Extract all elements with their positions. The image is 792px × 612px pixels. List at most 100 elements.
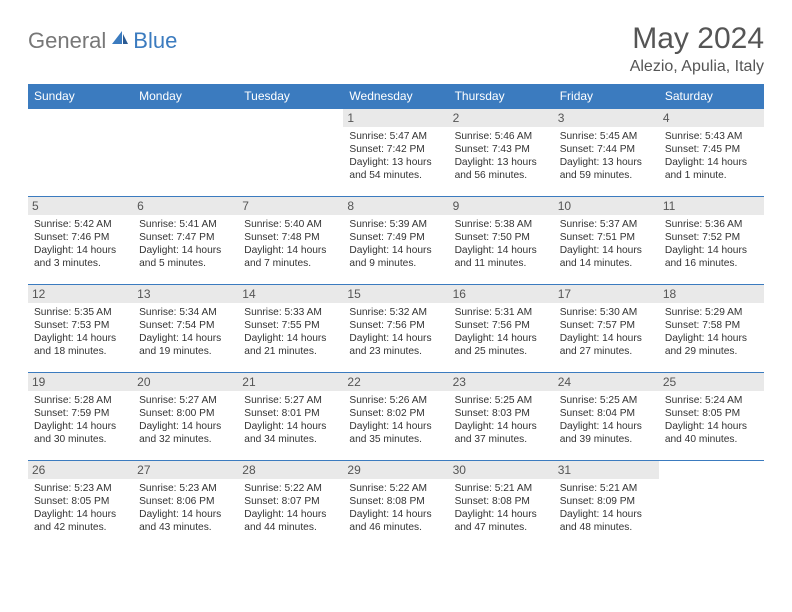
calendar-cell: 22 Sunrise: 5:26 AMSunset: 8:02 PMDayligh… [343, 373, 448, 461]
calendar-cell: 18Sunrise: 5:29 AMSunset: 7:58 PMDayligh… [659, 285, 764, 373]
daylight-text: Daylight: 14 hours and 29 minutes. [665, 332, 758, 358]
column-header: Monday [133, 84, 238, 109]
sunset-text: Sunset: 7:53 PM [34, 319, 127, 332]
calendar-cell: 26Sunrise: 5:23 AMSunset: 8:05 PMDayligh… [28, 461, 133, 549]
day-number: 24 [554, 373, 659, 391]
day-info: Sunrise: 5:27 AMSunset: 8:00 PMDaylight:… [139, 394, 232, 446]
sunset-text: Sunset: 7:57 PM [560, 319, 653, 332]
day-number: 8 [343, 197, 448, 215]
calendar-cell: 21Sunrise: 5:27 AMSunset: 8:01 PMDayligh… [238, 373, 343, 461]
day-number: 12 [28, 285, 133, 303]
sunrise-text: Sunrise: 5:26 AM [349, 394, 442, 407]
sunset-text: Sunset: 8:06 PM [139, 495, 232, 508]
day-number: 19 [28, 373, 133, 391]
sunset-text: Sunset: 7:47 PM [139, 231, 232, 244]
day-info: Sunrise: 5:27 AMSunset: 8:01 PMDaylight:… [244, 394, 337, 446]
calendar-page: General Blue May 2024 Alezio, Apulia, It… [0, 0, 792, 549]
calendar-cell: 5Sunrise: 5:42 AMSunset: 7:46 PMDaylight… [28, 197, 133, 285]
calendar-cell: 14Sunrise: 5:33 AMSunset: 7:55 PMDayligh… [238, 285, 343, 373]
sunrise-text: Sunrise: 5:40 AM [244, 218, 337, 231]
day-info: Sunrise: 5:22 AMSunset: 8:07 PMDaylight:… [244, 482, 337, 534]
day-info: Sunrise: 5:28 AMSunset: 7:59 PMDaylight:… [34, 394, 127, 446]
calendar-cell: 2Sunrise: 5:46 AMSunset: 7:43 PMDaylight… [449, 109, 554, 197]
day-info: Sunrise: 5:36 AMSunset: 7:52 PMDaylight:… [665, 218, 758, 270]
location: Alezio, Apulia, Italy [630, 58, 764, 76]
sunrise-text: Sunrise: 5:37 AM [560, 218, 653, 231]
daylight-text: Daylight: 14 hours and 37 minutes. [455, 420, 548, 446]
calendar-week: 19 Sunrise: 5:28 AMSunset: 7:59 PMDayligh… [28, 373, 764, 461]
sunrise-text: Sunrise: 5:21 AM [455, 482, 548, 495]
day-number: 22 [343, 373, 448, 391]
column-header: Saturday [659, 84, 764, 109]
sunset-text: Sunset: 8:08 PM [455, 495, 548, 508]
day-info: Sunrise: 5:39 AMSunset: 7:49 PMDaylight:… [349, 218, 442, 270]
calendar-cell: 25Sunrise: 5:24 AMSunset: 8:05 PMDayligh… [659, 373, 764, 461]
sunrise-text: Sunrise: 5:27 AM [244, 394, 337, 407]
daylight-text: Daylight: 14 hours and 18 minutes. [34, 332, 127, 358]
logo-sail-icon [110, 29, 130, 52]
day-info: Sunrise: 5:21 AMSunset: 8:08 PMDaylight:… [455, 482, 548, 534]
sunrise-text: Sunrise: 5:25 AM [560, 394, 653, 407]
sunset-text: Sunset: 7:52 PM [665, 231, 758, 244]
calendar-cell: 24 Sunrise: 5:25 AMSunset: 8:04 PMDayligh… [554, 373, 659, 461]
daylight-text: Daylight: 14 hours and 40 minutes. [665, 420, 758, 446]
calendar-cell: 6Sunrise: 5:41 AMSunset: 7:47 PMDaylight… [133, 197, 238, 285]
calendar-week: 1Sunrise: 5:47 AMSunset: 7:42 PMDaylight… [28, 109, 764, 197]
sunrise-text: Sunrise: 5:23 AM [139, 482, 232, 495]
daylight-text: Daylight: 14 hours and 39 minutes. [560, 420, 653, 446]
day-info: Sunrise: 5:45 AMSunset: 7:44 PMDaylight:… [560, 130, 653, 182]
month-title: May 2024 [630, 22, 764, 56]
day-number: 28 [238, 461, 343, 479]
logo: General Blue [28, 28, 177, 54]
daylight-text: Daylight: 14 hours and 25 minutes. [455, 332, 548, 358]
sunrise-text: Sunrise: 5:33 AM [244, 306, 337, 319]
sunrise-text: Sunrise: 5:31 AM [455, 306, 548, 319]
sunset-text: Sunset: 8:08 PM [349, 495, 442, 508]
sunrise-text: Sunrise: 5:35 AM [34, 306, 127, 319]
sunrise-text: Sunrise: 5:22 AM [244, 482, 337, 495]
sunrise-text: Sunrise: 5:22 AM [349, 482, 442, 495]
calendar-cell: 20 Sunrise: 5:27 AMSunset: 8:00 PMDayligh… [133, 373, 238, 461]
column-header: Tuesday [238, 84, 343, 109]
day-info: Sunrise: 5:41 AMSunset: 7:47 PMDaylight:… [139, 218, 232, 270]
daylight-text: Daylight: 14 hours and 23 minutes. [349, 332, 442, 358]
day-number: 27 [133, 461, 238, 479]
day-info: Sunrise: 5:30 AMSunset: 7:57 PMDaylight:… [560, 306, 653, 358]
day-info: Sunrise: 5:23 AMSunset: 8:06 PMDaylight:… [139, 482, 232, 534]
calendar-table: SundayMondayTuesdayWednesdayThursdayFrid… [28, 84, 764, 549]
day-number: 31 [554, 461, 659, 479]
daylight-text: Daylight: 14 hours and 44 minutes. [244, 508, 337, 534]
day-number: 29 [343, 461, 448, 479]
sunrise-text: Sunrise: 5:23 AM [34, 482, 127, 495]
sunset-text: Sunset: 8:07 PM [244, 495, 337, 508]
sunrise-text: Sunrise: 5:27 AM [139, 394, 232, 407]
day-info: Sunrise: 5:46 AMSunset: 7:43 PMDaylight:… [455, 130, 548, 182]
calendar-cell: 15Sunrise: 5:32 AMSunset: 7:56 PMDayligh… [343, 285, 448, 373]
daylight-text: Daylight: 13 hours and 56 minutes. [455, 156, 548, 182]
sunset-text: Sunset: 8:01 PM [244, 407, 337, 420]
day-info: Sunrise: 5:35 AMSunset: 7:53 PMDaylight:… [34, 306, 127, 358]
sunset-text: Sunset: 8:03 PM [455, 407, 548, 420]
day-number: 13 [133, 285, 238, 303]
calendar-cell: 16Sunrise: 5:31 AMSunset: 7:56 PMDayligh… [449, 285, 554, 373]
calendar-header-row: SundayMondayTuesdayWednesdayThursdayFrid… [28, 84, 764, 109]
calendar-cell: 7Sunrise: 5:40 AMSunset: 7:48 PMDaylight… [238, 197, 343, 285]
day-info: Sunrise: 5:43 AMSunset: 7:45 PMDaylight:… [665, 130, 758, 182]
day-number: 20 [133, 373, 238, 391]
day-info: Sunrise: 5:26 AMSunset: 8:02 PMDaylight:… [349, 394, 442, 446]
day-info: Sunrise: 5:37 AMSunset: 7:51 PMDaylight:… [560, 218, 653, 270]
daylight-text: Daylight: 14 hours and 35 minutes. [349, 420, 442, 446]
daylight-text: Daylight: 14 hours and 34 minutes. [244, 420, 337, 446]
calendar-cell: 27 Sunrise: 5:23 AMSunset: 8:06 PMDayligh… [133, 461, 238, 549]
daylight-text: Daylight: 14 hours and 43 minutes. [139, 508, 232, 534]
sunrise-text: Sunrise: 5:21 AM [560, 482, 653, 495]
day-info: Sunrise: 5:38 AMSunset: 7:50 PMDaylight:… [455, 218, 548, 270]
sunset-text: Sunset: 7:58 PM [665, 319, 758, 332]
sunset-text: Sunset: 7:42 PM [349, 143, 442, 156]
sunrise-text: Sunrise: 5:42 AM [34, 218, 127, 231]
sunrise-text: Sunrise: 5:30 AM [560, 306, 653, 319]
logo-text-blue: Blue [133, 28, 177, 54]
day-info: Sunrise: 5:34 AMSunset: 7:54 PMDaylight:… [139, 306, 232, 358]
sunset-text: Sunset: 8:04 PM [560, 407, 653, 420]
sunrise-text: Sunrise: 5:28 AM [34, 394, 127, 407]
